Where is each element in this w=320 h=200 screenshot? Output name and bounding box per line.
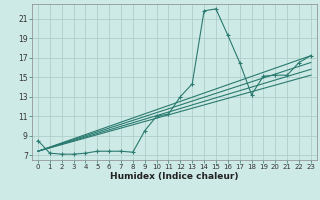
X-axis label: Humidex (Indice chaleur): Humidex (Indice chaleur) [110,172,239,181]
